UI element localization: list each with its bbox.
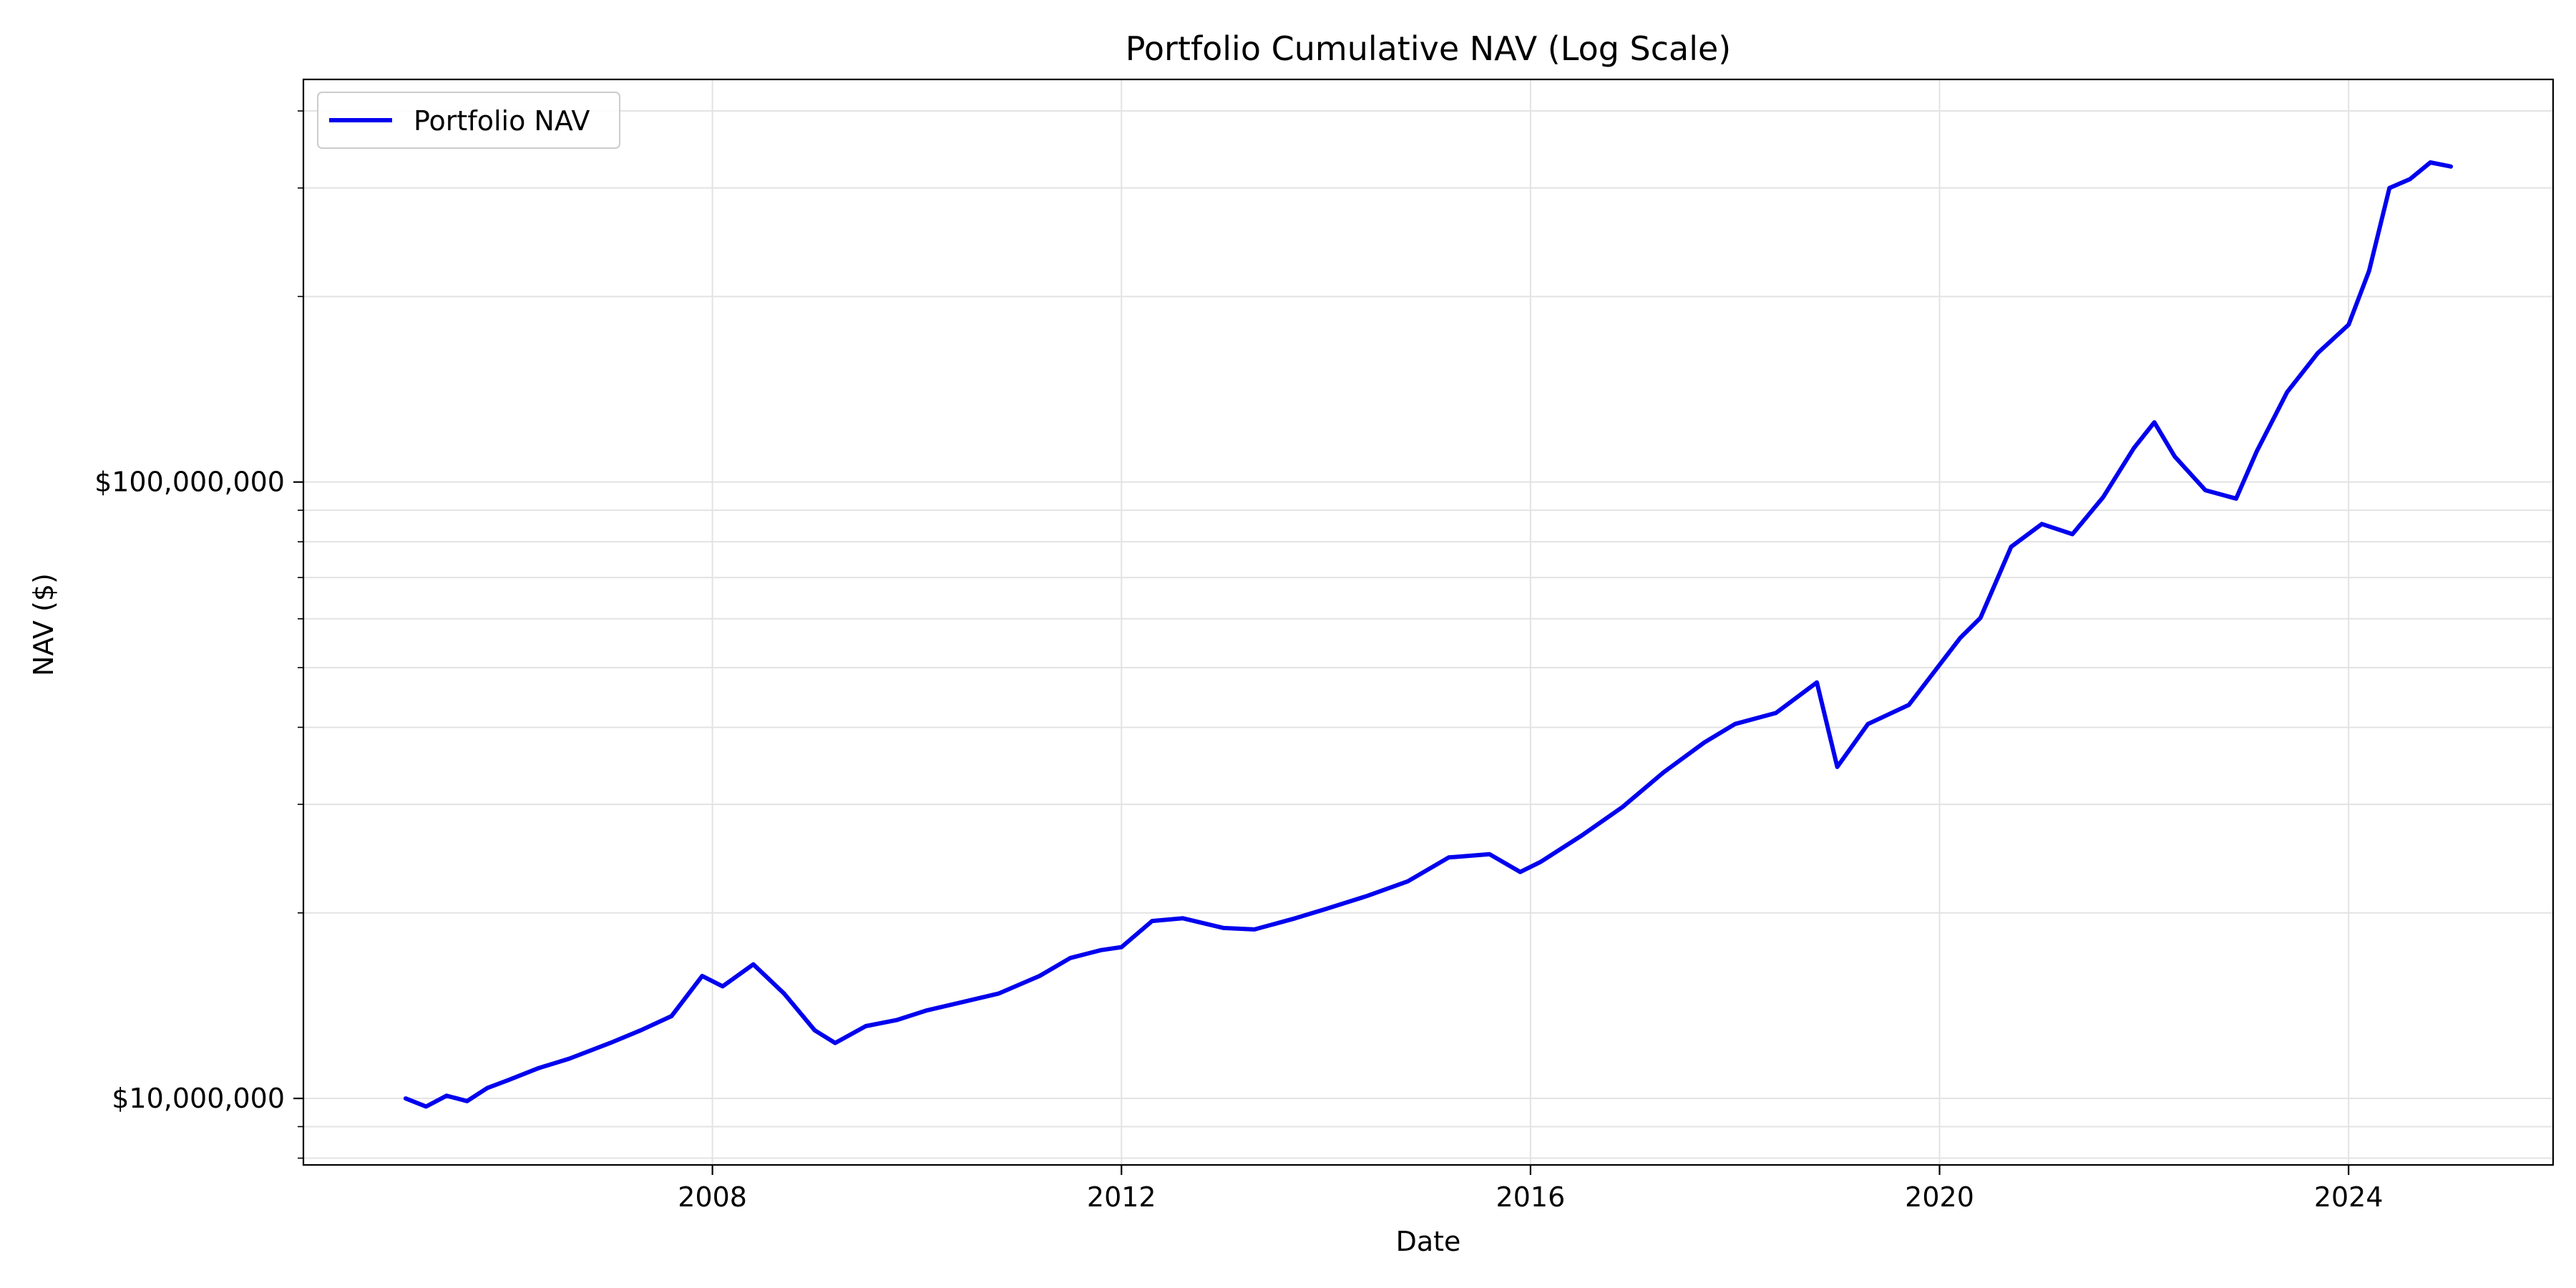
data-point	[1774, 711, 1778, 715]
data-point	[2449, 165, 2453, 169]
data-point	[465, 1099, 469, 1103]
data-point	[2387, 186, 2391, 190]
data-point	[1538, 859, 1543, 864]
data-point	[1938, 663, 1942, 667]
data-point	[2429, 160, 2433, 165]
data-point	[567, 1057, 572, 1061]
data-point	[2172, 454, 2177, 459]
x-tick-label: 2020	[1905, 1181, 1974, 1213]
data-point	[2203, 488, 2207, 492]
data-point	[1405, 879, 1410, 884]
line-layer	[403, 160, 2454, 1109]
x-axis-title: Date	[1396, 1226, 1461, 1257]
data-point	[639, 1028, 643, 1033]
data-point	[1815, 680, 1819, 685]
data-point	[506, 1078, 510, 1083]
data-point	[2346, 323, 2351, 327]
x-tick-label: 2008	[678, 1181, 747, 1213]
data-point	[485, 1085, 489, 1090]
data-point	[608, 1041, 613, 1045]
data-point	[1488, 852, 1492, 857]
data-point	[997, 991, 1001, 995]
grid-layer	[303, 79, 2553, 1165]
data-point	[537, 1066, 541, 1070]
y-axis-title: NAV ($)	[28, 573, 59, 676]
data-point	[2367, 269, 2371, 273]
data-point	[2408, 177, 2412, 181]
data-point	[1181, 916, 1185, 920]
data-point	[1621, 805, 1625, 809]
data-point	[2101, 495, 2105, 499]
data-point	[833, 1041, 837, 1045]
legend-label: Portfolio NAV	[414, 105, 590, 137]
data-point	[1252, 927, 1257, 932]
data-point	[751, 962, 756, 967]
data-point	[1958, 636, 1962, 640]
data-point	[1365, 894, 1369, 898]
data-point	[1221, 926, 1226, 930]
legend-box	[317, 92, 620, 149]
data-point	[1119, 945, 1123, 950]
chart-title: Portfolio Cumulative NAV (Log Scale)	[1126, 29, 1732, 68]
data-point	[1518, 870, 1523, 874]
data-point	[1447, 855, 1451, 859]
data-point	[2255, 449, 2259, 454]
data-point	[966, 999, 970, 1003]
data-point	[1099, 948, 1103, 952]
x-tick-label: 2024	[2314, 1181, 2384, 1213]
data-point	[700, 974, 704, 978]
data-point	[2285, 390, 2289, 394]
data-point	[782, 991, 786, 995]
data-point	[2039, 522, 2044, 526]
data-point	[444, 1093, 449, 1098]
data-point	[894, 1018, 899, 1023]
data-point	[1579, 834, 1584, 838]
data-point	[1662, 770, 1666, 774]
x-tick-label: 2016	[1496, 1181, 1566, 1213]
y-tick-label: $100,000,000	[94, 467, 285, 498]
data-point	[1702, 741, 1707, 745]
data-point	[2009, 545, 2014, 549]
y-tick-label: $10,000,000	[112, 1083, 285, 1114]
data-point	[2316, 351, 2320, 355]
data-point	[813, 1028, 817, 1033]
data-point	[2070, 532, 2074, 537]
x-tick-label: 2012	[1087, 1181, 1156, 1213]
data-point	[1733, 722, 1737, 726]
data-point	[1293, 916, 1297, 920]
data-point	[864, 1024, 868, 1028]
data-point	[669, 1014, 673, 1018]
tick-layer: $10,000,000 $100,000,000 2008 2012 2016 2020 2…	[94, 110, 2384, 1213]
data-point	[1324, 907, 1328, 911]
data-point	[1150, 919, 1154, 923]
plot-frame	[302, 78, 2555, 1166]
data-point	[1835, 765, 1840, 769]
data-point	[404, 1096, 408, 1101]
data-point	[1068, 956, 1073, 960]
data-point	[2152, 420, 2157, 424]
data-point	[424, 1104, 428, 1108]
data-point	[1038, 974, 1042, 978]
data-point	[1907, 703, 1911, 707]
data-point	[1979, 616, 1983, 620]
data-point	[2234, 497, 2238, 501]
data-point	[721, 984, 725, 988]
legend: Portfolio NAV	[317, 92, 620, 149]
data-point	[1866, 722, 1870, 726]
data-point	[925, 1008, 930, 1013]
data-point	[2132, 446, 2136, 450]
